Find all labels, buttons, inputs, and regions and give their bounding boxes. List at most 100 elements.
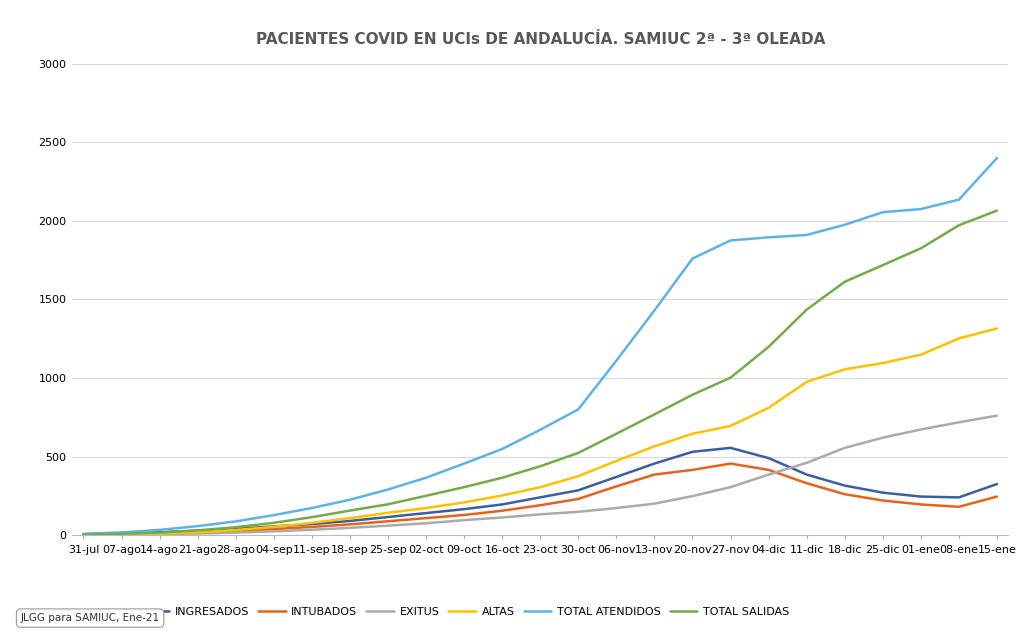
- EXITUS: [724, 483, 737, 491]
- ALTAS: [382, 509, 394, 517]
- Line: TOTAL SALIDAS: TOTAL SALIDAS: [83, 211, 997, 534]
- INGRESADOS: [839, 482, 851, 489]
- ALTAS: [991, 325, 1003, 333]
- TOTAL ATENDIDOS: [762, 234, 775, 241]
- EXITUS: [915, 426, 927, 433]
- Line: TOTAL ATENDIDOS: TOTAL ATENDIDOS: [83, 158, 997, 534]
- INGRESADOS: [115, 530, 128, 538]
- Line: ALTAS: ALTAS: [83, 329, 997, 535]
- INTUBADOS: [153, 530, 166, 538]
- INGRESADOS: [344, 517, 356, 525]
- EXITUS: [115, 531, 128, 538]
- ALTAS: [115, 531, 128, 538]
- EXITUS: [77, 531, 90, 539]
- TOTAL SALIDAS: [801, 306, 813, 313]
- INGRESADOS: [877, 489, 889, 496]
- TOTAL SALIDAS: [877, 261, 889, 269]
- EXITUS: [762, 471, 775, 478]
- TOTAL ATENDIDOS: [420, 474, 432, 482]
- EXITUS: [991, 412, 1003, 420]
- INGRESADOS: [534, 494, 546, 501]
- TOTAL SALIDAS: [306, 513, 318, 521]
- ALTAS: [153, 530, 166, 538]
- INGRESADOS: [610, 473, 623, 481]
- EXITUS: [572, 508, 584, 515]
- INGRESADOS: [572, 487, 584, 494]
- TOTAL ATENDIDOS: [153, 526, 166, 534]
- TOTAL ATENDIDOS: [877, 208, 889, 216]
- EXITUS: [839, 444, 851, 452]
- ALTAS: [77, 531, 90, 539]
- TOTAL ATENDIDOS: [724, 236, 737, 244]
- TOTAL SALIDAS: [229, 524, 242, 531]
- INTUBADOS: [268, 526, 280, 533]
- EXITUS: [686, 492, 699, 500]
- ALTAS: [686, 430, 699, 438]
- ALTAS: [420, 505, 432, 512]
- EXITUS: [382, 522, 394, 529]
- INTUBADOS: [762, 466, 775, 474]
- EXITUS: [420, 519, 432, 527]
- TOTAL SALIDAS: [724, 374, 737, 382]
- INTUBADOS: [572, 495, 584, 503]
- TOTAL ATENDIDOS: [77, 530, 90, 538]
- TOTAL ATENDIDOS: [648, 306, 661, 314]
- TOTAL SALIDAS: [762, 343, 775, 350]
- INGRESADOS: [991, 480, 1003, 488]
- Line: INGRESADOS: INGRESADOS: [83, 448, 997, 534]
- TOTAL ATENDIDOS: [610, 357, 623, 364]
- INGRESADOS: [762, 454, 775, 462]
- EXITUS: [953, 419, 965, 426]
- INGRESADOS: [801, 471, 813, 478]
- ALTAS: [762, 404, 775, 412]
- INTUBADOS: [458, 511, 470, 519]
- TOTAL SALIDAS: [496, 474, 508, 482]
- EXITUS: [268, 527, 280, 535]
- TOTAL SALIDAS: [610, 430, 623, 438]
- TOTAL SALIDAS: [648, 411, 661, 419]
- ALTAS: [306, 519, 318, 527]
- TOTAL SALIDAS: [77, 531, 90, 538]
- ALTAS: [572, 472, 584, 480]
- TOTAL ATENDIDOS: [344, 496, 356, 503]
- EXITUS: [496, 513, 508, 521]
- INGRESADOS: [268, 522, 280, 530]
- ALTAS: [268, 523, 280, 531]
- TOTAL ATENDIDOS: [268, 512, 280, 519]
- INTUBADOS: [420, 514, 432, 522]
- INTUBADOS: [306, 523, 318, 531]
- TOTAL SALIDAS: [572, 449, 584, 457]
- ALTAS: [191, 529, 204, 536]
- TOTAL SALIDAS: [839, 278, 851, 285]
- ALTAS: [877, 359, 889, 367]
- TOTAL SALIDAS: [268, 519, 280, 527]
- INTUBADOS: [191, 529, 204, 536]
- TOTAL SALIDAS: [420, 492, 432, 499]
- ALTAS: [458, 499, 470, 506]
- INGRESADOS: [420, 509, 432, 517]
- TOTAL SALIDAS: [991, 207, 1003, 215]
- EXITUS: [344, 524, 356, 532]
- EXITUS: [458, 517, 470, 524]
- INTUBADOS: [801, 480, 813, 487]
- INTUBADOS: [915, 501, 927, 508]
- TOTAL ATENDIDOS: [991, 154, 1003, 162]
- TOTAL SALIDAS: [382, 501, 394, 508]
- EXITUS: [229, 529, 242, 536]
- EXITUS: [610, 505, 623, 512]
- TOTAL SALIDAS: [153, 529, 166, 536]
- INGRESADOS: [724, 444, 737, 452]
- INTUBADOS: [534, 501, 546, 509]
- Legend: INGRESADOS, INTUBADOS, EXITUS, ALTAS, TOTAL ATENDIDOS, TOTAL SALIDAS: INGRESADOS, INTUBADOS, EXITUS, ALTAS, TO…: [137, 602, 793, 621]
- INGRESADOS: [306, 520, 318, 528]
- INTUBADOS: [229, 527, 242, 534]
- Title: PACIENTES COVID EN UCIs DE ANDALUCÍA. SAMIUC 2ª - 3ª OLEADA: PACIENTES COVID EN UCIs DE ANDALUCÍA. SA…: [255, 32, 825, 47]
- Text: JLGG para SAMIUC, Ene-21: JLGG para SAMIUC, Ene-21: [21, 613, 159, 623]
- TOTAL SALIDAS: [115, 530, 128, 538]
- INGRESADOS: [77, 531, 90, 538]
- ALTAS: [953, 334, 965, 342]
- ALTAS: [801, 378, 813, 385]
- Line: EXITUS: EXITUS: [83, 416, 997, 535]
- TOTAL ATENDIDOS: [572, 406, 584, 413]
- TOTAL SALIDAS: [686, 391, 699, 399]
